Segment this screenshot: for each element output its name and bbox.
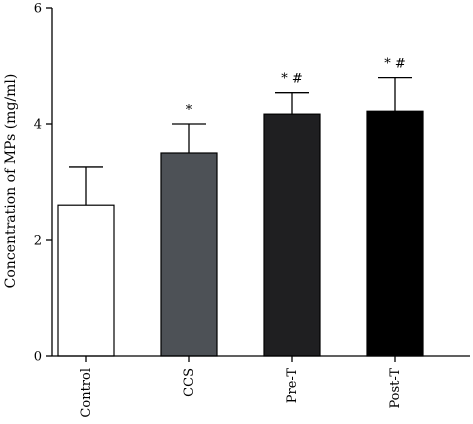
x-tick-label: CCS [182,368,197,397]
significance-label: * [186,103,193,118]
bar-ccs [160,152,218,357]
significance-label: * # [384,57,406,72]
significance-label: * # [281,72,303,87]
y-tick-label: 6 [34,2,42,17]
bar-pre-t [263,113,321,357]
x-tick-label: Control [79,368,94,418]
y-tick-label: 0 [34,350,42,365]
y-axis: 0 2 4 6 [34,2,53,365]
x-axis: Control CCS Pre-T Post-T [52,355,470,418]
bars-group: * * # * # [57,57,424,357]
x-tick-label: Post-T [388,368,403,409]
bar-post-t [366,110,424,357]
x-tick-label: Pre-T [285,368,300,404]
bar-control [57,204,115,357]
y-tick-label: 4 [34,118,42,133]
y-tick-label: 2 [34,234,42,249]
y-axis-label: Concentration of MPs (mg/ml) [3,74,19,289]
